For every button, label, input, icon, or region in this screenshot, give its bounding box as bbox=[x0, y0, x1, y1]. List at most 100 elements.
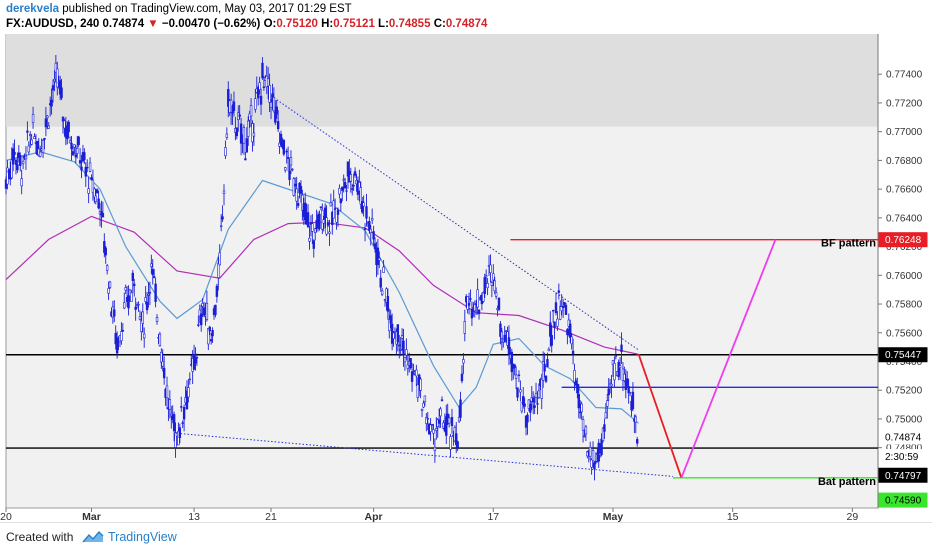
candle-body bbox=[349, 174, 353, 182]
candle-body bbox=[634, 416, 637, 423]
candle-body bbox=[581, 419, 585, 431]
chart-area[interactable]: 0.746000.748000.750000.752000.754000.756… bbox=[0, 33, 932, 523]
candle-body bbox=[202, 307, 206, 316]
candle-body bbox=[389, 315, 392, 324]
x-tick-label: 13 bbox=[188, 511, 200, 522]
candle-body bbox=[31, 114, 35, 124]
y-tick-label: 0.77200 bbox=[886, 98, 923, 109]
author-link[interactable]: derekvela bbox=[6, 3, 60, 15]
candle-body bbox=[143, 333, 146, 339]
publish-line: derekvela published on TradingView.com, … bbox=[6, 3, 352, 15]
tradingview-brand[interactable]: TradingView bbox=[108, 530, 177, 544]
candle-body bbox=[214, 304, 217, 315]
candle-body bbox=[217, 263, 220, 279]
candle-body bbox=[54, 62, 58, 73]
down-arrow-icon: ▼ bbox=[147, 18, 159, 30]
candle-body bbox=[154, 283, 157, 302]
candle-body bbox=[463, 321, 466, 334]
candle-body bbox=[490, 282, 494, 286]
candle-body bbox=[292, 178, 296, 196]
candle-body bbox=[459, 399, 462, 418]
candle-body bbox=[77, 136, 80, 146]
candle-body bbox=[531, 397, 535, 403]
candle-body bbox=[197, 324, 200, 326]
candle-body bbox=[429, 424, 432, 432]
candle-body bbox=[51, 85, 55, 91]
candle-body bbox=[439, 408, 442, 417]
high-label: H: bbox=[321, 18, 334, 30]
candle-body bbox=[103, 241, 106, 253]
candle-body bbox=[209, 339, 213, 342]
candle-body bbox=[172, 414, 176, 432]
candle-body bbox=[86, 166, 89, 169]
candle-body bbox=[551, 309, 555, 312]
candle-body bbox=[430, 424, 434, 426]
candle-body bbox=[590, 459, 593, 468]
candle-body bbox=[636, 439, 639, 444]
candle-body bbox=[409, 358, 412, 368]
x-tick-label: 20 bbox=[0, 511, 12, 522]
candle-body bbox=[543, 363, 546, 372]
candle-body bbox=[289, 157, 293, 166]
candle-body bbox=[606, 400, 609, 407]
candle-body bbox=[60, 87, 63, 99]
candle-body bbox=[483, 277, 486, 294]
candle-body bbox=[152, 276, 156, 279]
candle-body bbox=[346, 161, 350, 177]
candle-body bbox=[420, 408, 424, 411]
x-tick-label: 15 bbox=[727, 511, 739, 522]
candle-body bbox=[516, 387, 519, 398]
trendline bbox=[176, 432, 673, 477]
symbol-line: FX:AUDUSD, 240 0.74874 ▼ −0.00470 (−0.62… bbox=[6, 18, 487, 30]
candle-body bbox=[87, 188, 90, 194]
candle-body bbox=[279, 133, 283, 145]
candle-body bbox=[492, 273, 495, 281]
candle-body bbox=[403, 357, 407, 363]
candle-body bbox=[46, 115, 49, 119]
candle-body bbox=[63, 120, 66, 129]
candle-body bbox=[564, 304, 568, 315]
candle-body bbox=[550, 335, 553, 346]
candle-body bbox=[363, 228, 367, 230]
pattern-annotation: BF pattern bbox=[821, 238, 876, 250]
candle-body bbox=[73, 144, 76, 148]
close-label: C: bbox=[433, 18, 446, 30]
candle-body bbox=[284, 167, 287, 171]
price-label-box bbox=[878, 449, 928, 465]
candle-body bbox=[503, 334, 506, 342]
price-label-box bbox=[878, 467, 928, 483]
price-label-box bbox=[878, 232, 928, 248]
candle-body bbox=[574, 380, 578, 386]
candle-body bbox=[353, 171, 357, 176]
candle-body bbox=[286, 156, 290, 159]
candle-body bbox=[482, 291, 485, 302]
candle-body bbox=[566, 329, 569, 336]
candle-body bbox=[308, 237, 311, 242]
candle-body bbox=[20, 178, 23, 187]
price-chart[interactable]: 0.746000.748000.750000.752000.754000.756… bbox=[0, 33, 932, 523]
candle-body bbox=[177, 430, 180, 446]
candle-body bbox=[11, 148, 15, 165]
candle-body bbox=[335, 208, 338, 223]
y-tick-label: 0.77000 bbox=[886, 127, 923, 138]
last-price: 0.74874 bbox=[102, 18, 145, 30]
candle-body bbox=[473, 304, 476, 312]
candle-body bbox=[358, 182, 361, 192]
tradingview-logo-icon[interactable] bbox=[82, 529, 104, 545]
candle-body bbox=[258, 82, 261, 90]
candle-body bbox=[557, 290, 561, 293]
candle-body bbox=[104, 247, 107, 256]
candle-body bbox=[455, 433, 458, 445]
candle-body bbox=[174, 432, 177, 448]
candle-body bbox=[14, 159, 18, 165]
candle-body bbox=[261, 62, 264, 79]
y-tick-label: 0.75200 bbox=[886, 386, 923, 397]
candle-body bbox=[423, 395, 427, 403]
candle-body bbox=[141, 311, 144, 324]
candle-body bbox=[235, 127, 239, 137]
high-value: 0.75121 bbox=[333, 18, 375, 30]
y-tick-label: 0.77400 bbox=[886, 70, 923, 81]
candle-body bbox=[30, 139, 33, 145]
candle-body bbox=[294, 183, 297, 187]
candle-body bbox=[194, 358, 197, 364]
